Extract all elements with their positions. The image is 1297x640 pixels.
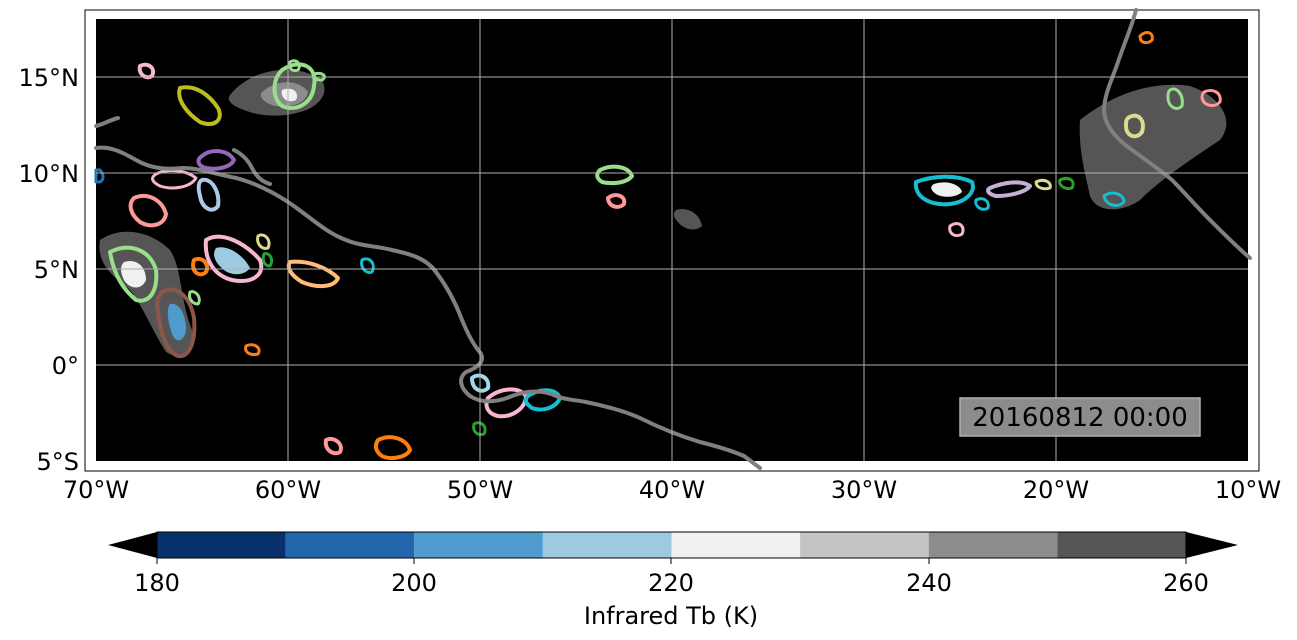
map-panel: 20160812 00:00 70°W 60°W 50°W 40°W 30°W … (19, 8, 1281, 504)
colorbar-tick-label: 220 (648, 569, 694, 597)
coastlines (94, 8, 1252, 470)
cloud-contour (373, 435, 412, 460)
cloud-contour (137, 62, 155, 80)
lon-tick-label: 50°W (447, 476, 513, 504)
colorbar-bin (157, 532, 286, 558)
colorbar-tick-label: 260 (1163, 569, 1209, 597)
cloud-contour (484, 387, 528, 419)
cloud-contour (360, 257, 375, 274)
lat-tick-label: 0° (52, 352, 79, 380)
cloud-contour (523, 388, 562, 412)
colorbar-tick-label: 180 (134, 569, 180, 597)
lat-ticks: 15°N 10°N 5°N 0° 5°S (19, 64, 80, 476)
cloud-contour (286, 259, 340, 289)
lon-tick-label: 70°W (63, 476, 129, 504)
cloud-region-venezuela (99, 231, 193, 356)
cloud-contour (470, 373, 491, 393)
cloud-contour (256, 233, 271, 250)
colorbar-label: Infrared Tb (K) (584, 602, 758, 630)
lon-tick-label: 30°W (831, 476, 897, 504)
lat-tick-label: 15°N (19, 64, 80, 92)
cloud-contour (196, 177, 221, 212)
cloud-contour (1058, 176, 1075, 190)
cloud-core (931, 182, 962, 197)
cloud-contour (472, 421, 487, 436)
colorbar-bins (157, 532, 1186, 558)
colorbar-tick-label: 240 (906, 569, 952, 597)
cloud-contour (986, 180, 1032, 198)
lat-tick-label: 5°S (36, 448, 79, 476)
cloud-contour (108, 245, 159, 303)
cloud-contour (323, 437, 343, 456)
colorbar-bin (800, 532, 929, 558)
colorbar-extend-min (108, 532, 157, 558)
cloud-contour (261, 252, 274, 268)
lon-tick-label: 40°W (639, 476, 705, 504)
timestamp-background (959, 397, 1201, 437)
cloud-contour (1200, 88, 1222, 107)
cloud-contour (272, 62, 317, 110)
cloud-contour (94, 168, 105, 184)
colorbar-extend-max (1186, 532, 1238, 558)
colorbar-bin (414, 532, 543, 558)
colorbar-ticks (156, 558, 1187, 564)
cloud-contour (151, 169, 198, 190)
cloud-contour (1166, 87, 1184, 110)
colorbar-bin (1057, 532, 1186, 558)
colorbar-tick-label: 200 (391, 569, 437, 597)
lat-tick-label: 10°N (19, 160, 80, 188)
timestamp-box: 20160812 00:00 (959, 397, 1201, 437)
lon-tick-label: 60°W (255, 476, 321, 504)
colorbar-bin (542, 532, 672, 558)
cloud-core (281, 88, 298, 102)
cloud-core (214, 247, 250, 275)
colorbar-bin (928, 532, 1058, 558)
cloud-contour (1102, 191, 1126, 207)
coastline-caribbean-islands (232, 148, 272, 186)
cloud-contour (203, 234, 264, 283)
cloud-contour (155, 287, 197, 359)
cloud-core (121, 260, 146, 288)
cloud-contour (1138, 31, 1154, 45)
cloud-contour (974, 197, 990, 211)
colorbar-bin (671, 532, 801, 558)
cloud-contour (177, 85, 222, 127)
cloud-region-central (673, 208, 702, 230)
cloud-contour (244, 343, 261, 356)
cloud-contour (595, 164, 634, 186)
coastline-central-america (94, 116, 120, 128)
cloud-contour (288, 59, 301, 72)
cloud-contour (948, 222, 965, 238)
cloud-field (94, 31, 1227, 460)
colorbar-bin (285, 532, 415, 558)
cloud-contour (606, 193, 627, 209)
gridlines (96, 19, 1248, 461)
cloud-contour (188, 290, 201, 306)
lon-ticks: 70°W 60°W 50°W 40°W 30°W 20°W 10°W (63, 476, 1281, 504)
coastline-west-africa (1102, 8, 1252, 260)
cloud-contour (128, 194, 168, 228)
cloud-contour (196, 149, 236, 171)
lon-tick-label: 10°W (1215, 476, 1281, 504)
cloud-contour (913, 174, 975, 207)
lon-tick-label: 20°W (1023, 476, 1089, 504)
colorbar: 180 200 220 240 260 Infrared Tb (K) (108, 531, 1238, 630)
cloud-core (167, 303, 186, 341)
cloud-region-east (1079, 84, 1227, 210)
coastline-south-america (94, 145, 762, 470)
cloud-contour (1124, 113, 1145, 139)
cloud-contour (1034, 178, 1052, 191)
timestamp-label: 20160812 00:00 (972, 403, 1188, 433)
lat-tick-label: 5°N (34, 256, 79, 284)
